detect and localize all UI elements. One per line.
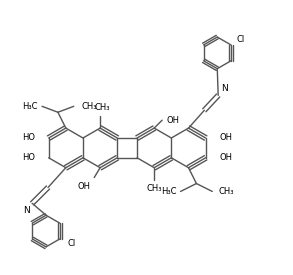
Text: N: N	[23, 206, 30, 215]
Text: N: N	[221, 84, 228, 94]
Text: CH₃: CH₃	[146, 183, 162, 192]
Text: HO: HO	[22, 133, 35, 142]
Text: Cl: Cl	[68, 240, 76, 248]
Text: H₃C: H₃C	[23, 102, 38, 111]
Text: OH: OH	[219, 153, 233, 162]
Text: OH: OH	[219, 133, 233, 142]
Text: OH: OH	[166, 116, 179, 125]
Text: CH₃: CH₃	[94, 103, 110, 112]
Text: CH₃: CH₃	[218, 187, 234, 196]
Text: Cl: Cl	[237, 34, 245, 43]
Text: H₃C: H₃C	[161, 187, 177, 196]
Text: HO: HO	[22, 153, 35, 162]
Text: CH₃: CH₃	[82, 102, 97, 111]
Text: OH: OH	[77, 182, 90, 191]
